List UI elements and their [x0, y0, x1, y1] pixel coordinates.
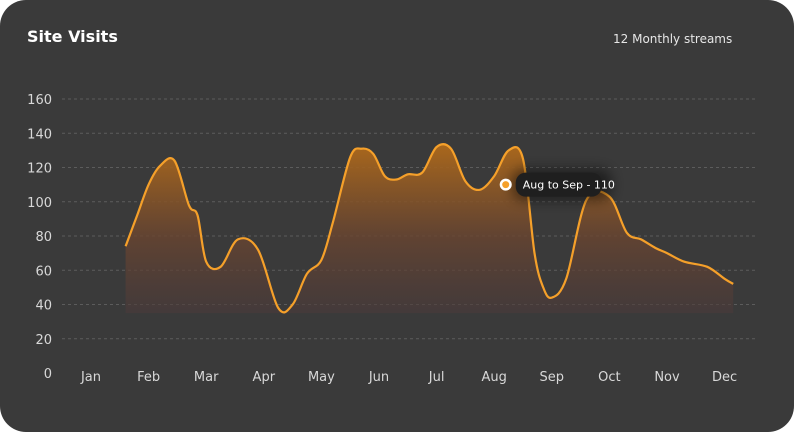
y-tick-label: 20	[35, 333, 52, 348]
y-tick-label: 40	[35, 299, 52, 314]
x-tick-label: Nov	[654, 370, 680, 385]
x-axis-ticks: Jan Feb Mar Apr May Jun Jul Aug Sep Oct Nov Dec	[80, 370, 737, 385]
chart-title: Site Visits	[27, 27, 118, 46]
x-tick-label: Dec	[712, 370, 737, 385]
x-tick-label: Aug	[482, 370, 507, 385]
x-tick-label: Jul	[428, 370, 445, 385]
visits-line	[124, 143, 734, 314]
x-tick-label: Sep	[540, 370, 565, 385]
visits-area	[125, 144, 734, 314]
y-tick-label: 0	[44, 367, 52, 382]
y-tick-label: 100	[27, 196, 52, 211]
x-tick-label: Oct	[598, 370, 620, 385]
y-axis-ticks: 0 20 40 60 80 100 120 140 160	[27, 93, 52, 382]
tooltip-point[interactable]	[502, 181, 510, 189]
x-tick-label: Jun	[368, 370, 389, 385]
y-tick-label: 160	[27, 93, 52, 108]
x-tick-label: Mar	[194, 370, 219, 385]
y-tick-label: 60	[35, 264, 52, 279]
x-tick-label: Jan	[80, 370, 101, 385]
tooltip[interactable]: Aug to Sep - 110	[499, 168, 615, 201]
y-tick-label: 140	[27, 127, 52, 142]
tooltip-box	[515, 172, 602, 197]
x-tick-label: Feb	[137, 370, 160, 385]
y-tick-label: 80	[35, 230, 52, 245]
y-tick-label: 120	[27, 162, 52, 177]
tooltip-label: Aug to Sep - 110	[523, 179, 615, 192]
streams-subtitle[interactable]: 12 Monthly streams	[613, 32, 733, 46]
x-tick-label: May	[308, 370, 335, 385]
x-tick-label: Apr	[253, 370, 276, 385]
